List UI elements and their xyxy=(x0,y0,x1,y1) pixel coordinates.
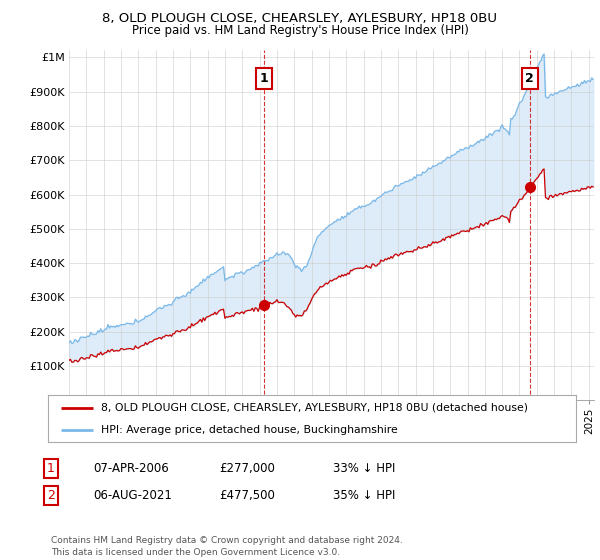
Text: £477,500: £477,500 xyxy=(219,489,275,502)
Text: Contains HM Land Registry data © Crown copyright and database right 2024.
This d: Contains HM Land Registry data © Crown c… xyxy=(51,536,403,557)
Text: £277,000: £277,000 xyxy=(219,462,275,475)
Text: 06-AUG-2021: 06-AUG-2021 xyxy=(93,489,172,502)
Text: 8, OLD PLOUGH CLOSE, CHEARSLEY, AYLESBURY, HP18 0BU: 8, OLD PLOUGH CLOSE, CHEARSLEY, AYLESBUR… xyxy=(103,12,497,25)
Text: 2: 2 xyxy=(47,489,55,502)
Text: 8, OLD PLOUGH CLOSE, CHEARSLEY, AYLESBURY, HP18 0BU (detached house): 8, OLD PLOUGH CLOSE, CHEARSLEY, AYLESBUR… xyxy=(101,403,528,413)
Text: 1: 1 xyxy=(47,462,55,475)
Text: HPI: Average price, detached house, Buckinghamshire: HPI: Average price, detached house, Buck… xyxy=(101,424,398,435)
Text: 2: 2 xyxy=(526,72,534,85)
Text: 1: 1 xyxy=(260,72,269,85)
Text: 33% ↓ HPI: 33% ↓ HPI xyxy=(333,462,395,475)
Text: 35% ↓ HPI: 35% ↓ HPI xyxy=(333,489,395,502)
Text: Price paid vs. HM Land Registry's House Price Index (HPI): Price paid vs. HM Land Registry's House … xyxy=(131,24,469,36)
Text: 07-APR-2006: 07-APR-2006 xyxy=(93,462,169,475)
